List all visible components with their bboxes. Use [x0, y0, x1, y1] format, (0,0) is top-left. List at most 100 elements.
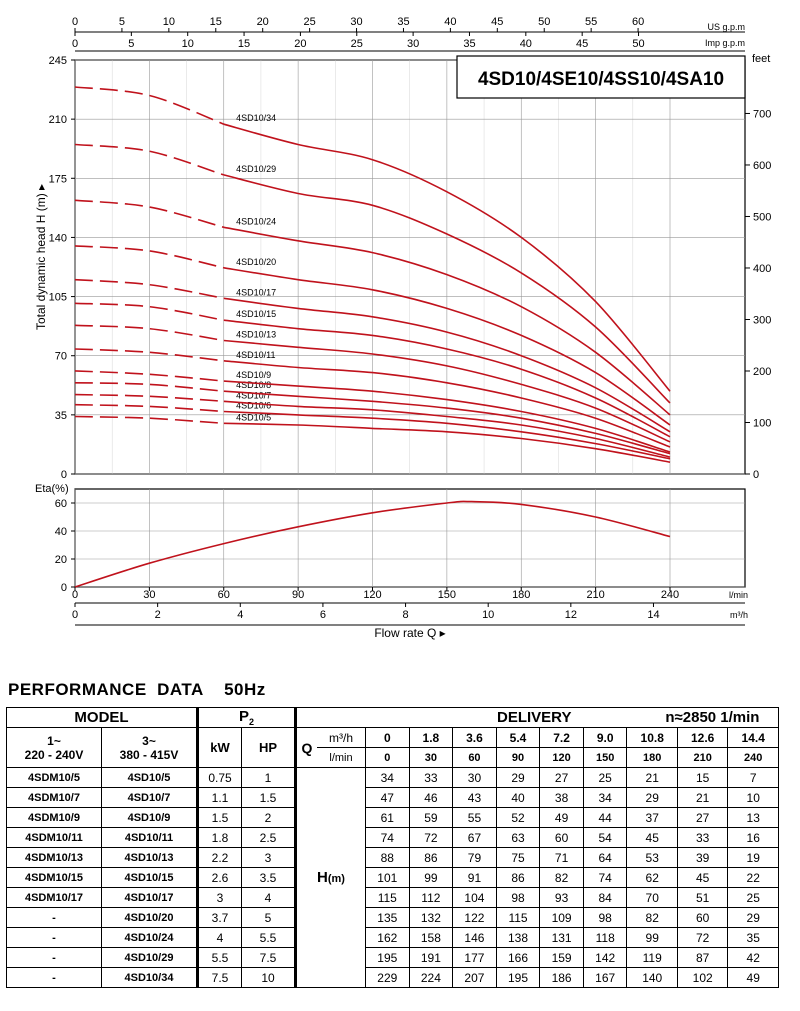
head-value: 60	[676, 907, 729, 928]
eta-plot-frame	[74, 488, 746, 588]
head-value: 75	[495, 847, 541, 868]
head-curve-label: 4SD10/11	[236, 350, 275, 360]
head-curve-label: 4SD10/20	[236, 257, 276, 267]
head-value: 16	[727, 827, 779, 848]
power-hp: 3	[241, 847, 296, 868]
head-curve-label: 4SD10/8	[236, 380, 271, 390]
lmin-tick-label: 150	[438, 589, 456, 601]
model-3phase: 4SD10/5	[101, 767, 198, 788]
power-kw: 2.2	[196, 847, 242, 868]
model-1phase: 4SDM10/9	[6, 807, 102, 828]
head-curve-label: 4SD10/6	[236, 400, 271, 410]
us-gpm-tick-label: 10	[163, 16, 175, 28]
us-gpm-tick-label: 45	[491, 16, 503, 28]
feet-tick-label: 400	[753, 263, 771, 275]
table-row: 4SDM10/15 4SD10/15 2.6 3.5 101 99 91 86 82 74 62 45…	[6, 867, 779, 888]
head-curve-4SD10-11	[223, 360, 671, 448]
head-value: 162	[365, 927, 410, 948]
head-value: 138	[495, 927, 541, 948]
head-curve-label: 4SD10/24	[236, 216, 276, 226]
head-value: 10	[727, 787, 779, 808]
head-curve-4SD10-15	[223, 319, 671, 438]
m3h-tick-label: 2	[155, 609, 161, 621]
feet-tick-label: 0	[753, 469, 759, 481]
m3h-tick-label: 8	[402, 609, 408, 621]
head-value: 45	[626, 827, 678, 848]
head-value: 42	[727, 947, 779, 968]
q-m3h-6: 10.8	[626, 727, 678, 748]
head-value: 158	[408, 927, 454, 948]
top-flow-axes: 0 5 10 15 20 25 30 35 40 45 50 55 60 0 5 10 15 20 25 30 35 40…	[72, 16, 745, 52]
head-curve-dashed-4SD10-17	[74, 278, 224, 300]
model-1phase: -	[6, 947, 102, 968]
table-row: 4SDM10/9 4SD10/9 1.5 2 61 59 55 52 49 44 37 27 13	[6, 807, 779, 828]
lmin-tick-label: 210	[586, 589, 604, 601]
head-curve-dashed-4SD10-13	[74, 324, 224, 342]
head-value: 40	[495, 787, 541, 808]
head-value: 54	[582, 827, 628, 848]
head-y-tick-label: 0	[61, 469, 67, 481]
head-y-tick-label: 245	[49, 55, 67, 67]
head-curve-4SD10-20	[223, 267, 671, 426]
head-curve-4SD10-7	[223, 400, 671, 458]
us-gpm-tick-label: 30	[350, 16, 362, 28]
head-value: 177	[452, 947, 497, 968]
head-value: 115	[365, 887, 410, 908]
head-curve-dashed-4SD10-11	[74, 348, 224, 362]
head-value: 62	[626, 867, 678, 888]
m3h-tick-label: 4	[237, 609, 243, 621]
m3h-tick-label: 12	[565, 609, 577, 621]
q-m3h-5: 9.0	[582, 727, 628, 748]
head-value: 102	[676, 967, 729, 988]
head-plot-frame	[74, 59, 746, 475]
feet-tick-label: 600	[753, 160, 771, 172]
head-curve-dashed-4SD10-8	[74, 382, 224, 392]
power-kw: 1.8	[196, 827, 242, 848]
model-3phase: 4SD10/15	[101, 867, 198, 888]
feet-tick-label: 200	[753, 366, 771, 378]
us-gpm-tick-label: 40	[444, 16, 456, 28]
table-row: -4SD10/34 7.5 10 229 224 207 195 186 167 140 102 49	[6, 967, 779, 988]
head-value: 224	[408, 967, 454, 988]
head-value: 72	[408, 827, 454, 848]
head-curve-4SD10-34	[223, 123, 671, 392]
head-value: 63	[495, 827, 541, 848]
lmin-tick-label: 90	[292, 589, 304, 601]
head-curve-dashed-4SD10-24	[74, 199, 225, 229]
power-hp: 2.5	[241, 827, 296, 848]
head-curve-4SD10-13	[223, 339, 671, 443]
imp-gpm-tick-label: 5	[128, 38, 134, 50]
power-kw: 0.75	[196, 767, 242, 788]
head-value: 44	[582, 807, 628, 828]
head-value: 86	[408, 847, 454, 868]
head-value: 46	[408, 787, 454, 808]
lmin-unit: l/min	[317, 747, 366, 768]
q-lmin-1: 30	[408, 747, 454, 768]
q-m3h-3: 5.4	[495, 727, 541, 748]
p2-header: P2	[196, 707, 296, 728]
head-value: 39	[676, 847, 729, 868]
eta-y-tick-label: 20	[55, 554, 67, 566]
head-curve-dashed-4SD10-29	[74, 143, 225, 176]
us-gpm-tick-label: 15	[210, 16, 222, 28]
q-lmin-2: 60	[452, 747, 497, 768]
table-row: -4SD10/24 4 5.5 162 158 146 138 131 118 99 72 35	[6, 927, 779, 948]
table-row: 4SDM10/11 4SD10/11 1.8 2.5 74 72 67 63 60 54 45 33 1…	[6, 827, 779, 848]
head-value: 99	[408, 867, 454, 888]
head-value: 21	[676, 787, 729, 808]
head-curve-label: 4SD10/9	[236, 370, 271, 380]
q-lmin-4: 120	[539, 747, 584, 768]
us-gpm-tick-label: 25	[303, 16, 315, 28]
head-value: 93	[539, 887, 584, 908]
head-value: 122	[452, 907, 497, 928]
head-value: 45	[676, 867, 729, 888]
head-value: 35	[727, 927, 779, 948]
imp-gpm-tick-label: 0	[72, 38, 78, 50]
head-curve-4SD10-6	[223, 410, 671, 460]
head-value: 119	[626, 947, 678, 968]
imp-gpm-label: Imp g.p.m	[705, 38, 745, 48]
head-y-tick-label: 35	[55, 410, 67, 422]
head-row-label: H(m)	[294, 767, 366, 988]
eta-axis-label: Eta(%)	[35, 483, 69, 495]
model-3phase: 4SD10/9	[101, 807, 198, 828]
